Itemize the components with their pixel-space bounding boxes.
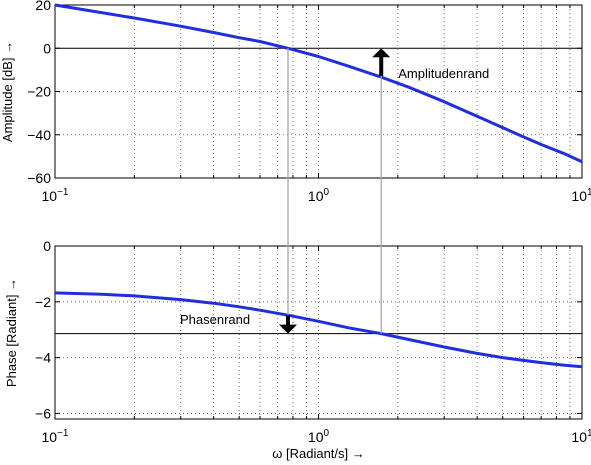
series-line bbox=[54, 291, 583, 369]
phase-margin-label: Phasenrand bbox=[180, 312, 250, 327]
plot-frame bbox=[54, 245, 583, 420]
x-tick-label: 100 bbox=[308, 428, 330, 445]
gain-margin-label: Amplitudenrand bbox=[398, 66, 489, 81]
y-tick-label: 0 bbox=[43, 238, 51, 254]
phase-margin-arrow-head bbox=[278, 324, 297, 334]
x-axis-label: ω [Radiant/s] → bbox=[272, 446, 365, 461]
x-tick-label: 10−1 bbox=[42, 187, 69, 204]
y-tick-label: 0 bbox=[43, 40, 51, 56]
y-tick-label: −20 bbox=[27, 84, 51, 100]
series-line bbox=[54, 3, 583, 164]
x-tick-label: 101 bbox=[571, 428, 591, 445]
y-tick-label: −40 bbox=[27, 127, 51, 143]
x-tick-label: 10−1 bbox=[42, 428, 69, 445]
y-tick-label: −2 bbox=[35, 294, 51, 310]
phase-plot: 0 −2 −4 −6 10−1 100 101 Phase [Radiant] → ω [Rad… bbox=[4, 238, 591, 461]
y-tick-label: −4 bbox=[35, 350, 51, 366]
y-tick-label: −6 bbox=[35, 405, 51, 421]
y-tick-label: 20 bbox=[35, 0, 51, 13]
plot-frame bbox=[54, 4, 583, 179]
margin-connector-lines: Amplitudenrand Phasenrand bbox=[180, 48, 489, 334]
y-axis-label: Phase [Radiant] → bbox=[4, 278, 19, 387]
y-axis-label: Amplitude [dB] → bbox=[0, 41, 15, 142]
x-tick-label: 101 bbox=[571, 187, 591, 204]
gain-margin-arrow-head bbox=[372, 48, 391, 58]
x-tick-label: 100 bbox=[308, 187, 330, 204]
y-tick-label: −60 bbox=[27, 170, 51, 186]
